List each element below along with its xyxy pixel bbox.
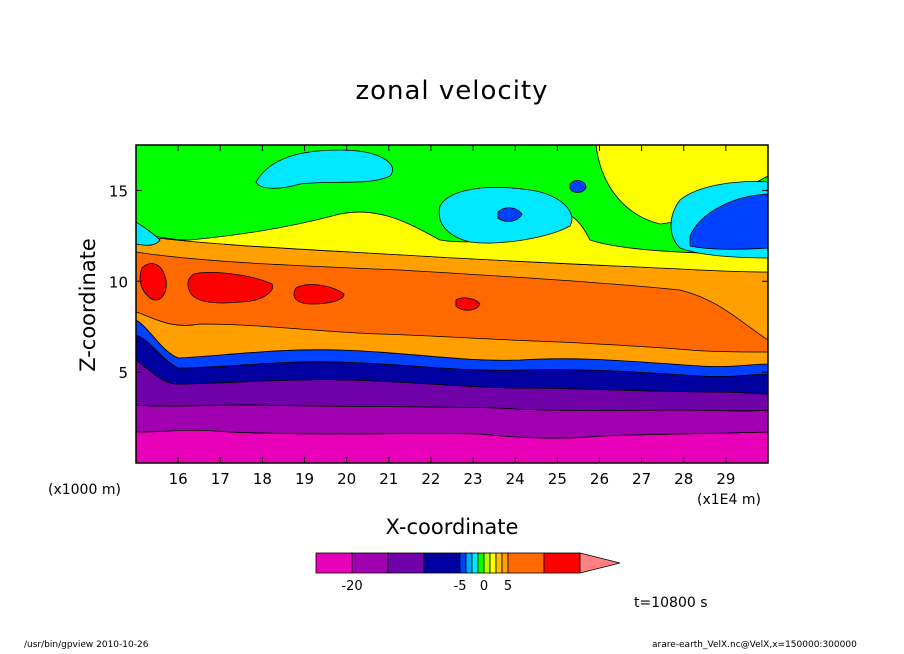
contour-region-east-max bbox=[139, 263, 167, 301]
y-axis: 5 10 15 bbox=[109, 182, 768, 382]
colorbar-bin bbox=[471, 552, 479, 574]
x-tick-label: 19 bbox=[295, 470, 314, 488]
colorbar-bin bbox=[501, 552, 509, 574]
colorbar-bin bbox=[495, 552, 503, 574]
x-tick-label: 18 bbox=[253, 470, 272, 488]
contour-region-lowest bbox=[136, 429, 768, 463]
contour-fields bbox=[136, 145, 768, 463]
colorbar-label: -5 bbox=[453, 579, 467, 594]
x-tick-label: 22 bbox=[421, 470, 440, 488]
colorbar-bin bbox=[477, 552, 485, 574]
colorbar-bin bbox=[387, 552, 425, 574]
x-tick-label: 26 bbox=[590, 470, 609, 488]
contour-region-upper-west bbox=[255, 149, 393, 189]
contour-region-upper-strong-west bbox=[689, 193, 768, 250]
colorbar-bin bbox=[465, 552, 473, 574]
colorbar-label: 0 bbox=[479, 579, 489, 594]
colorbar-bin bbox=[489, 552, 497, 574]
x-tick-label: 27 bbox=[632, 470, 651, 488]
x-tick-label: 25 bbox=[548, 470, 567, 488]
x-tick-label: 24 bbox=[506, 470, 525, 488]
colorbar-bin bbox=[483, 552, 491, 574]
colorbar-bin bbox=[351, 552, 389, 574]
y-axis-unit: (x1000 m) bbox=[48, 482, 121, 498]
contour-region-upper-warm bbox=[136, 211, 768, 273]
x-tick-label: 29 bbox=[716, 470, 735, 488]
x-axis-label: X-coordinate bbox=[385, 515, 519, 539]
contour-region-east-core bbox=[136, 251, 768, 353]
x-tick-label: 20 bbox=[337, 470, 356, 488]
x-tick-label: 21 bbox=[379, 470, 398, 488]
x-axis-unit: (x1E4 m) bbox=[697, 492, 761, 508]
plot-frame bbox=[135, 144, 769, 464]
x-tick-label: 16 bbox=[169, 470, 188, 488]
contour-region-east-max bbox=[187, 272, 273, 304]
colorbar-bin bbox=[423, 552, 461, 574]
colorbar-bin bbox=[543, 552, 581, 574]
contour-region-upper-west bbox=[136, 221, 161, 246]
colorbar bbox=[315, 552, 621, 574]
footer-right: arare-earth_VelX.nc@VelX,x=150000:300000 bbox=[652, 640, 857, 650]
footer-left: /usr/bin/gpview 2010-10-26 bbox=[24, 640, 149, 650]
contour-region-upper-strong-west bbox=[569, 180, 587, 193]
colorbar-bin bbox=[459, 552, 467, 574]
x-tick-label: 23 bbox=[464, 470, 483, 488]
colorbar-label: -20 bbox=[341, 579, 363, 594]
x-axis: 16 17 18 19 20 21 22 23 24 25 26 27 28 29 bbox=[169, 145, 735, 488]
y-tick-label: 10 bbox=[109, 273, 128, 291]
time-label: t=10800 s bbox=[634, 595, 708, 611]
colorbar-bin bbox=[315, 552, 353, 574]
x-tick-label: 28 bbox=[674, 470, 693, 488]
colorbar-label: 5 bbox=[503, 579, 513, 594]
contour-region-east-max bbox=[293, 284, 345, 305]
y-tick-label: 15 bbox=[109, 182, 128, 200]
x-tick-label: 17 bbox=[211, 470, 230, 488]
chart-title: zonal velocity bbox=[355, 76, 549, 106]
colorbar-bin bbox=[507, 552, 545, 574]
y-axis-label: Z-coordinate bbox=[76, 238, 100, 372]
colorbar-overflow-arrow bbox=[579, 552, 621, 574]
y-tick-label: 5 bbox=[118, 364, 128, 382]
contour-region-upper-strong-west bbox=[497, 207, 523, 222]
contour-region-east-max bbox=[455, 297, 481, 311]
